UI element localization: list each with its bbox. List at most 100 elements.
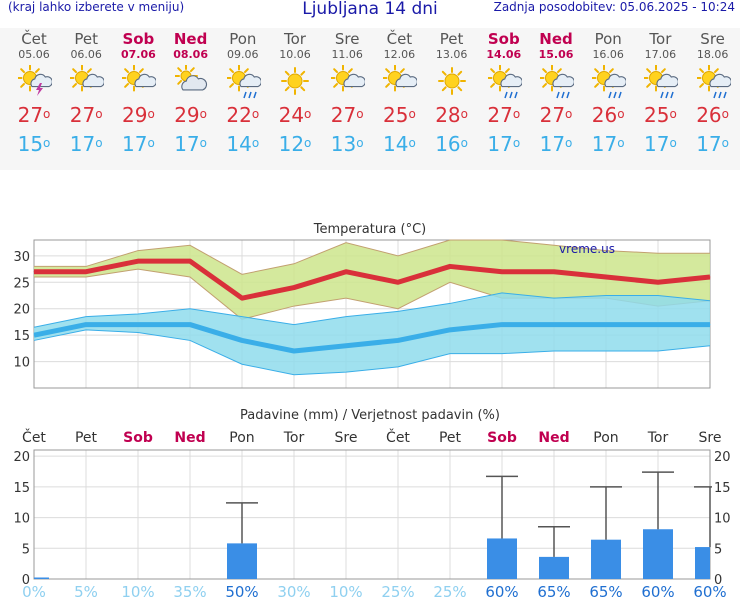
day-date: 11.06: [331, 48, 363, 61]
day-name: Pon: [594, 30, 622, 48]
sun-cloud-icon-graphic: [70, 65, 105, 92]
y-tick-label: 25: [13, 276, 30, 291]
day-date: 16.06: [592, 48, 624, 61]
sun-cloud-rain-icon: [582, 62, 634, 99]
degree-sign: o: [408, 136, 416, 150]
degree-sign: o: [408, 107, 416, 121]
degree-sign: o: [251, 136, 260, 150]
day-date: 10.06: [279, 48, 311, 61]
sun-cloud-rain-icon: [478, 62, 530, 99]
sun-cloud-rain-icon-graphic: [696, 65, 731, 99]
max-temperature: 26o: [582, 100, 634, 130]
sun-cloud-icon: [112, 62, 164, 98]
max-temperature: 26o: [687, 100, 739, 130]
precipitation-chart: Padavine (mm) / Verjetnost padavin (%) Če…: [13, 408, 731, 600]
day-name: Ned: [173, 30, 208, 48]
max-temperature-value: 26: [696, 103, 722, 127]
precipitation-bar: [487, 538, 517, 579]
tmin-point: [449, 329, 451, 331]
sun-icon: [426, 62, 478, 98]
tmin-point: [85, 324, 87, 326]
min-temperature: 17o: [60, 130, 112, 158]
sun-cloud-rain-icon: [530, 62, 582, 99]
cloud-sun-icon-graphic: [174, 65, 207, 91]
x-tick-label: Ned: [174, 430, 205, 446]
y-tick-label-left: 10: [13, 512, 30, 527]
min-temperature-value: 17: [696, 132, 722, 156]
max-temperature-value: 28: [435, 103, 461, 127]
header-menu-hint[interactable]: (kraj lahko izberete v meniju): [8, 0, 185, 14]
day-name: Tor: [284, 30, 306, 48]
tmin-line: [33, 322, 710, 354]
temperature-chart: Temperatura (°C) 10 15 20 25 30 vreme.us: [13, 222, 711, 389]
precipitation-bar: [227, 543, 257, 579]
sun-cloud-icon-graphic: [383, 65, 418, 92]
tmin-point: [553, 324, 555, 326]
sun-icon: [269, 62, 321, 98]
precipitation-bar: [34, 577, 49, 579]
day-date: 15.06: [538, 48, 574, 61]
sun-cloud-icon: [60, 62, 112, 98]
max-temperature-value: 29: [174, 103, 200, 127]
max-temperature: 27o: [8, 100, 60, 130]
sun-cloud-lightning-icon-graphic: [18, 65, 52, 96]
tmax-point: [137, 260, 139, 262]
x-tick-label: Tor: [647, 430, 669, 446]
x-tick-label: Pet: [439, 430, 462, 446]
day-column: Tor 17.06 25o 17o: [634, 31, 686, 158]
precip-probability-label: 60%: [485, 583, 518, 600]
y-tick-label-left: 5: [22, 542, 30, 557]
degree-sign: o: [95, 107, 103, 121]
sun-cloud-rain-icon-graphic: [592, 65, 627, 99]
max-temperature-value: 27: [330, 103, 357, 127]
degree-sign: o: [512, 136, 521, 150]
day-column: Sob 14.06 27o 17o: [478, 31, 530, 158]
tmax-range-band-upper-edge: [34, 239, 710, 275]
max-temperature: 25o: [373, 100, 425, 130]
tmin-point: [33, 334, 35, 336]
precip-probability-label: 35%: [173, 583, 206, 600]
y-tick-label-right: 5: [714, 542, 722, 557]
last-update: Zadnja posodobitev: 05.06.2025 - 10:24: [493, 0, 735, 14]
degree-sign: o: [721, 107, 729, 121]
day-column: Pet 06.06 27o 17o: [60, 31, 112, 158]
day-name: Sob: [122, 30, 155, 48]
precip-probability-label: 60%: [693, 583, 726, 600]
day-name: Tor: [649, 30, 672, 48]
max-temperature: 27o: [321, 100, 373, 130]
sun-icon-graphic: [437, 67, 466, 95]
x-tick-label: Sob: [487, 430, 517, 446]
min-temperature-value: 14: [226, 132, 252, 156]
x-tick-label: Čet: [386, 428, 410, 446]
x-tick-label: Tor: [283, 430, 305, 446]
min-temperature-value: 14: [382, 132, 409, 156]
precipitation-bar: [643, 529, 673, 579]
y-tick-label-right: 10: [714, 512, 731, 527]
x-tick-label: Pon: [229, 430, 254, 446]
degree-sign: o: [147, 107, 155, 121]
day-column: Pon 16.06 26o 17o: [582, 31, 634, 158]
min-temperature-value: 17: [643, 132, 670, 156]
x-tick-label: Sre: [699, 430, 722, 446]
y-tick-label-right: 15: [714, 481, 731, 496]
degree-sign: o: [669, 107, 677, 121]
max-temperature: 22o: [217, 100, 269, 130]
day-date: 07.06: [120, 48, 156, 61]
day-column: Čet 12.06 25o 14o: [373, 31, 425, 158]
min-temperature: 14o: [217, 130, 269, 158]
degree-sign: o: [43, 107, 51, 121]
x-tick-label: Pon: [593, 430, 618, 446]
day-date: 14.06: [486, 48, 522, 61]
degree-sign: o: [43, 136, 51, 150]
max-temperature: 24o: [269, 100, 321, 130]
x-tick-label: Sob: [123, 430, 153, 446]
tmax-point: [553, 271, 555, 273]
min-temperature-value: 17: [69, 132, 96, 156]
degree-sign: o: [669, 136, 677, 150]
x-tick-label: Ned: [538, 430, 569, 446]
max-temperature-value: 27: [539, 103, 566, 127]
degree-sign: o: [512, 107, 521, 121]
tmin-point: [657, 324, 659, 326]
max-temperature-value: 22: [226, 103, 252, 127]
degree-sign: o: [356, 136, 364, 150]
